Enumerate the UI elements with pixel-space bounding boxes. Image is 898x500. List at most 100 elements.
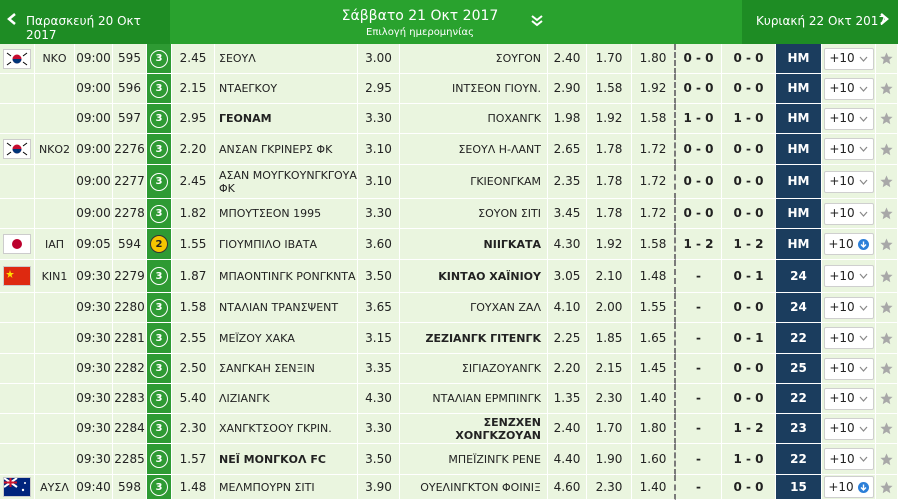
next-day[interactable]: Κυριακή 22 Οκτ 2017 xyxy=(742,0,898,44)
more-bets-button[interactable]: +10 xyxy=(823,47,874,70)
match-code: 2278 xyxy=(114,206,145,220)
time-cell: 09:30 xyxy=(75,414,113,444)
home-cell: ΜΠΑΟΝΤΙΝΓΚ ΡΟΝΓΚΝΤΑ xyxy=(215,260,358,293)
more-bets-button[interactable]: +10 xyxy=(823,448,874,470)
dropdown-icon xyxy=(859,335,868,341)
half-time-score: - xyxy=(696,268,701,283)
more-bets-button[interactable]: +10 xyxy=(823,476,874,498)
star-cell[interactable] xyxy=(876,165,898,199)
away-cell: ΓΚΙΕΟΝΓΚΑΜ xyxy=(400,165,548,199)
half-time-score: 1 - 2 xyxy=(683,236,714,251)
badge-cell: 3 xyxy=(147,44,172,74)
star-cell[interactable] xyxy=(876,199,898,229)
league: ΚΙΝ1 xyxy=(41,269,68,283)
more-bets-button[interactable]: +10 xyxy=(823,202,874,225)
full-time-score: 0 - 0 xyxy=(733,81,764,95)
more-bets-count: +10 xyxy=(829,421,855,435)
over-odds: 1.72 xyxy=(639,174,667,188)
half-time-score: - xyxy=(696,421,701,435)
star-cell[interactable] xyxy=(876,74,898,104)
full-time-score: 1 - 2 xyxy=(733,421,764,435)
badge-cell: 3 xyxy=(147,293,172,323)
under-cell: 1.70 xyxy=(587,44,632,74)
more-bets-button[interactable]: +10 xyxy=(823,265,874,287)
away-odds: 1.35 xyxy=(553,391,581,405)
more-bets-count: +10 xyxy=(828,236,854,251)
kick-off-time: 09:00 xyxy=(76,81,111,95)
over-cell: 1.65 xyxy=(632,323,676,354)
more-bets-button[interactable]: +10 xyxy=(823,357,874,380)
more-bets-button[interactable]: +10 xyxy=(823,138,874,160)
time-cell: 09:00 xyxy=(75,199,113,229)
star-cell[interactable] xyxy=(876,293,898,323)
away-odds: 4.60 xyxy=(553,479,581,494)
status-cell: 22 xyxy=(776,323,822,354)
alert-icon xyxy=(857,481,869,493)
oddx-cell: 3.35 xyxy=(358,354,400,384)
status-cell: ΗΜ xyxy=(776,44,822,74)
under-odds: 1.92 xyxy=(595,111,623,125)
more-bets-button[interactable]: +10 xyxy=(823,417,874,440)
flag-icon xyxy=(3,234,31,254)
more-bets-button[interactable]: +10 xyxy=(823,107,874,130)
odd1-cell: 2.15 xyxy=(172,74,215,104)
under-odds: 1.70 xyxy=(595,421,623,435)
odd1-cell: 1.87 xyxy=(172,260,215,293)
star-cell[interactable] xyxy=(876,444,898,475)
prev-day[interactable]: Παρασκευή 20 Οκτ 2017 xyxy=(0,0,170,44)
dropdown-icon xyxy=(859,86,868,92)
star-cell[interactable] xyxy=(876,475,898,500)
away-cell: ΙΝΤΣΕΟΝ ΓΙΟΥΝ. xyxy=(400,74,548,104)
over-odds: 1.58 xyxy=(639,111,667,125)
away-team: ΟΥΕΛΙΝΓΚΤΟΝ ΦΟΙΝΙΞ xyxy=(420,480,541,494)
star-cell[interactable] xyxy=(876,354,898,384)
under-cell: 2.30 xyxy=(587,475,632,500)
more-cell: +10 xyxy=(822,260,876,293)
under-odds: 1.78 xyxy=(595,141,623,156)
date-picker[interactable]: Σάββατο 21 Οκτ 2017 Επιλογή ημερομηνίας xyxy=(170,0,742,44)
draw-odds: 3.50 xyxy=(365,268,392,283)
more-bets-button[interactable]: +10 xyxy=(823,296,874,319)
league-cell xyxy=(35,354,75,384)
home-cell: ΜΕΪΖΟΥ ΧΑΚΑ xyxy=(215,323,358,354)
star-cell[interactable] xyxy=(876,260,898,293)
more-bets-button[interactable]: +10 xyxy=(823,77,874,100)
ht-cell: 0 - 0 xyxy=(676,199,722,229)
ht-cell: 0 - 0 xyxy=(676,165,722,199)
away-odds: 2.90 xyxy=(553,81,581,95)
odd1-cell: 2.20 xyxy=(172,134,215,165)
ft-cell: 1 - 2 xyxy=(722,229,776,260)
home-odds: 2.30 xyxy=(179,421,207,435)
more-bets-button[interactable]: +10 xyxy=(823,327,874,349)
dropdown-icon xyxy=(859,116,868,122)
more-bets-button[interactable]: +10 xyxy=(823,233,874,255)
draw-odds: 3.10 xyxy=(365,141,392,156)
star-cell[interactable] xyxy=(876,229,898,260)
star-cell[interactable] xyxy=(876,323,898,354)
favorite-star-icon xyxy=(880,362,893,375)
ft-cell: 0 - 0 xyxy=(722,354,776,384)
over-odds: 1.40 xyxy=(639,479,667,494)
more-bets-button[interactable]: +10 xyxy=(823,387,874,410)
kick-off-time: 09:30 xyxy=(76,391,111,405)
star-cell[interactable] xyxy=(876,104,898,134)
star-cell[interactable] xyxy=(876,414,898,444)
away-odds: 2.25 xyxy=(553,330,581,345)
ft-cell: 0 - 0 xyxy=(722,44,776,74)
badge-cell: 3 xyxy=(147,384,172,414)
star-cell[interactable] xyxy=(876,384,898,414)
kick-off-time: 09:30 xyxy=(76,361,111,375)
bet-badge: 3 xyxy=(150,478,168,496)
code-cell: 2281 xyxy=(113,323,147,354)
favorite-star-icon xyxy=(880,238,893,250)
home-team: ΣΕΟΥΛ xyxy=(219,52,256,65)
over-cell: 1.45 xyxy=(632,354,676,384)
star-cell[interactable] xyxy=(876,44,898,74)
home-team: ΓΙΟΥΜΠΙΛΟ ΙΒΑΤΑ xyxy=(219,237,317,251)
away-odds: 2.40 xyxy=(553,51,581,65)
full-time-score: 0 - 0 xyxy=(733,141,764,156)
half-time-score: - xyxy=(696,300,701,314)
star-cell[interactable] xyxy=(876,134,898,165)
more-bets-button[interactable]: +10 xyxy=(823,170,874,193)
odd2-cell: 4.40 xyxy=(548,444,587,475)
